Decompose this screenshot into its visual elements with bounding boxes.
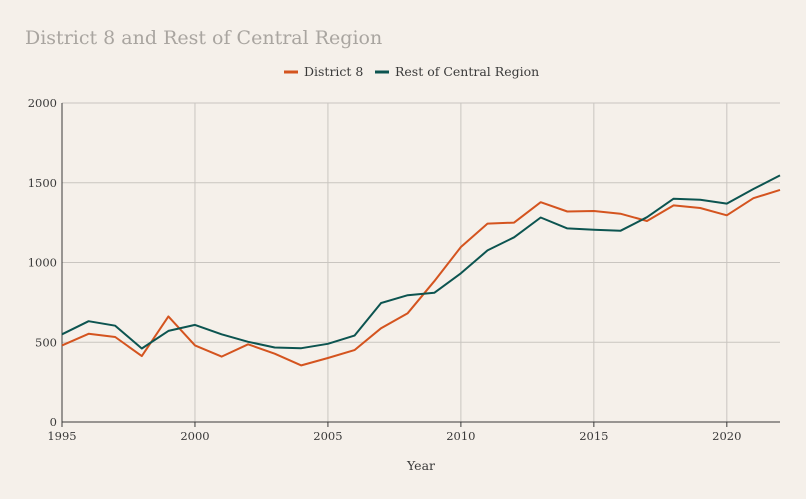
x-tick-label: 2015 xyxy=(579,429,608,443)
x-tick-label: 2020 xyxy=(712,429,741,443)
y-tick-label: 1500 xyxy=(28,176,57,190)
series-line-district-8 xyxy=(61,188,781,367)
x-axis-title: Year xyxy=(406,458,435,473)
legend-label-rest-of-central-region: Rest of Central Region xyxy=(395,64,539,79)
x-tick-label: 2010 xyxy=(446,429,475,443)
axes xyxy=(61,103,780,423)
y-tick-label: 0 xyxy=(50,415,57,429)
x-tick-label: 2000 xyxy=(180,429,209,443)
legend-label-district-8: District 8 xyxy=(304,64,363,79)
y-tick-label: 1000 xyxy=(28,256,57,270)
y-axis-ticks: 0 500 1000 1500 2000 xyxy=(28,96,57,429)
grid-lines xyxy=(62,102,780,422)
x-tick-label: 2005 xyxy=(313,429,342,443)
y-tick-label: 500 xyxy=(35,335,57,349)
x-axis-ticks: 1995 2000 2005 2010 2015 2020 xyxy=(47,422,741,443)
x-tick-label: 1995 xyxy=(47,429,76,443)
chart-title: District 8 and Rest of Central Region xyxy=(25,27,382,49)
legend: District 8 Rest of Central Region xyxy=(284,64,539,79)
y-tick-label: 2000 xyxy=(28,96,57,110)
series-line-rest-of-central-region xyxy=(61,174,781,350)
series-lines xyxy=(61,174,781,367)
